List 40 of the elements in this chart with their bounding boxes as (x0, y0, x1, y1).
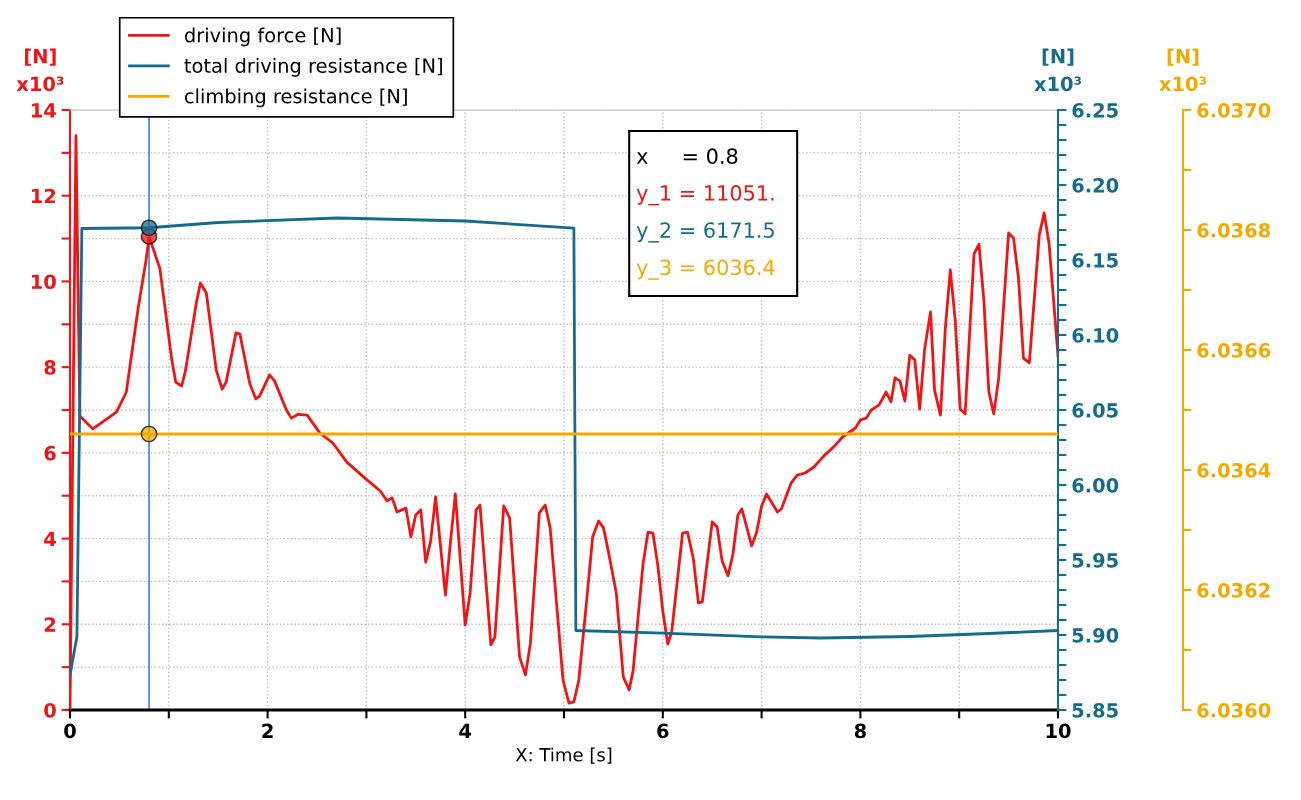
y-tick-label: 10 (31, 274, 56, 290)
y2-tick-label: 6.05 (1072, 402, 1118, 418)
y-tick-label: 14 (31, 103, 56, 118)
y-tick-label: 6 (44, 445, 56, 461)
y3-tick-label: 6.0370 (1197, 102, 1271, 118)
y3-axis-title: [N] x10³ (1159, 48, 1206, 92)
y-tick-label: 8 (44, 360, 56, 375)
x-axis-title: X: Time [s] (515, 747, 612, 764)
y2-tick-label: 5.85 (1072, 702, 1118, 718)
x-tick-label: 8 (854, 723, 866, 739)
annotation: y_3 = 6036.4 (636, 259, 775, 280)
y3-tick-label: 6.0362 (1197, 582, 1270, 598)
y3-tick-label: 6.0368 (1197, 222, 1271, 238)
annotation: x = 0.8 (636, 148, 738, 165)
y2-tick-label: 5.90 (1072, 627, 1119, 643)
y3-tick-label: 6.0366 (1197, 342, 1271, 358)
x-tick-label: 10 (1046, 723, 1071, 739)
legend-label: total driving resistance [N] (184, 57, 442, 77)
y3-tick-label: 6.0360 (1197, 702, 1271, 718)
y2-tick-label: 6.20 (1072, 177, 1119, 193)
y2-tick-label: 6.10 (1072, 327, 1119, 343)
y-tick-label: 2 (44, 617, 56, 632)
x-tick-label: 2 (262, 723, 273, 738)
y-tick-label: 12 (31, 188, 56, 204)
annotation: y_1 = 11051. (636, 185, 774, 206)
y2-axis-title: [N] x10³ (1034, 48, 1081, 92)
annotation: y_2 = 6171.5 (636, 222, 774, 243)
x-tick-label: 0 (64, 723, 76, 739)
y2-tick-label: 5.95 (1072, 552, 1118, 568)
legend-label: driving force [N] (184, 27, 341, 47)
y3-tick-label: 6.0364 (1197, 462, 1271, 478)
y2-tick-label: 6.25 (1072, 102, 1118, 118)
y-tick-label: 4 (44, 531, 56, 546)
x-tick-label: 6 (657, 723, 669, 739)
y2-tick-label: 6.15 (1072, 252, 1118, 268)
legend-label: climbing resistance [N] (184, 88, 407, 108)
y-tick-label: 0 (44, 702, 56, 718)
y2-tick-label: 6.00 (1072, 477, 1119, 493)
y-axis-title: [N] x10³ (16, 48, 64, 92)
x-tick-label: 4 (459, 723, 472, 738)
